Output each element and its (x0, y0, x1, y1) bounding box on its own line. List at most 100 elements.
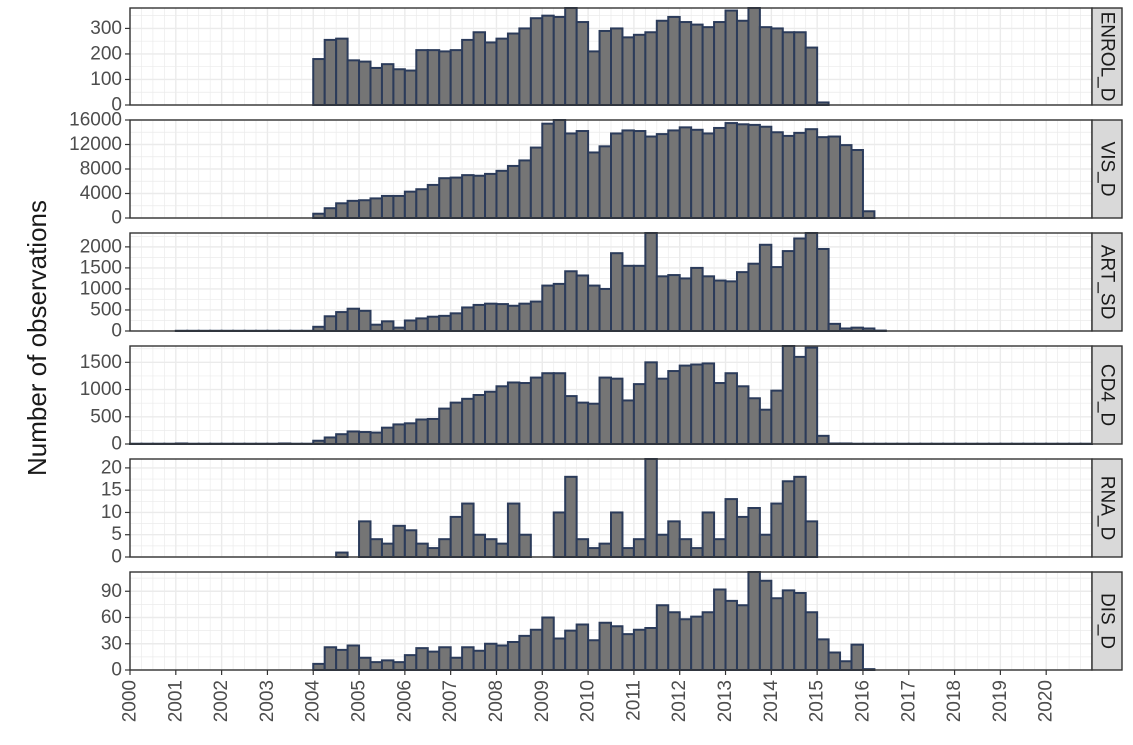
histogram-bar (439, 51, 450, 105)
histogram-bar (371, 662, 382, 670)
histogram-bar (508, 382, 519, 444)
histogram-bar (348, 60, 359, 105)
histogram-bar (748, 125, 759, 218)
histogram-bar (359, 521, 370, 557)
histogram-bar (714, 22, 725, 105)
histogram-bar (588, 286, 599, 331)
histogram-bar (519, 160, 530, 218)
histogram-bar (405, 71, 416, 105)
histogram-bar (726, 123, 737, 218)
histogram-bar (565, 271, 576, 331)
histogram-bar (680, 22, 691, 105)
histogram-bar (668, 17, 679, 105)
histogram-bar (496, 304, 507, 331)
histogram-bar (657, 21, 668, 105)
x-tick-label: 2014 (761, 680, 782, 723)
histogram-bar (645, 233, 656, 331)
histogram-bar (336, 39, 347, 105)
histogram-bar (462, 647, 473, 670)
histogram-bar (748, 572, 759, 670)
histogram-bar (519, 636, 530, 670)
histogram-bar (783, 346, 794, 444)
histogram-bar (451, 313, 462, 331)
histogram-bar (760, 27, 771, 105)
histogram-bar (691, 365, 702, 444)
x-tick-label: 2020 (1036, 680, 1057, 722)
histogram-bar (405, 530, 416, 557)
histogram-bar (508, 642, 519, 670)
histogram-bar (554, 17, 565, 105)
histogram-bar (829, 653, 840, 671)
histogram-bar (806, 348, 817, 444)
histogram-bar (348, 646, 359, 671)
histogram-bar (416, 318, 427, 331)
histogram-bar (794, 32, 805, 105)
histogram-bar (737, 124, 748, 218)
histogram-bar (714, 128, 725, 218)
y-tick-label: 10 (101, 502, 122, 523)
histogram-bar (565, 477, 576, 557)
histogram-bar (657, 605, 668, 670)
histogram-bar (382, 544, 393, 557)
x-tick-label: 2012 (669, 680, 690, 722)
y-tick-label: 60 (101, 607, 122, 628)
histogram-bar (829, 324, 840, 331)
histogram-bar (416, 544, 427, 557)
histogram-bar (622, 634, 633, 670)
histogram-bar (359, 658, 370, 670)
histogram-bar (405, 320, 416, 331)
histogram-bar (622, 400, 633, 444)
histogram-bar (519, 28, 530, 105)
histogram-bar (588, 640, 599, 670)
x-tick-label: 2004 (303, 680, 324, 723)
histogram-bar (451, 517, 462, 557)
histogram-bar (542, 124, 553, 218)
histogram-bar (634, 630, 645, 670)
x-tick-label: 2010 (578, 680, 599, 722)
facet-label: DIS_D (1097, 593, 1118, 649)
x-tick-label: 2017 (898, 680, 919, 722)
histogram-bar (783, 251, 794, 331)
histogram-bar (577, 403, 588, 444)
histogram-bar (485, 392, 496, 444)
histogram-bar (336, 312, 347, 331)
y-tick-label: 200 (90, 43, 122, 64)
histogram-bar (405, 192, 416, 218)
histogram-bar (771, 598, 782, 670)
x-tick-label: 2018 (944, 680, 965, 722)
histogram-bar (313, 59, 324, 105)
histogram-bar (703, 133, 714, 218)
histogram-bar (359, 62, 370, 105)
histogram-bar (668, 521, 679, 557)
histogram-bar (451, 658, 462, 670)
histogram-bar (348, 431, 359, 444)
histogram-bar (783, 481, 794, 557)
histogram-bar (840, 145, 851, 218)
histogram-bar (726, 499, 737, 557)
histogram-bar (783, 590, 794, 670)
histogram-bar (393, 69, 404, 105)
histogram-bar (462, 399, 473, 444)
x-tick-label: 2002 (211, 680, 232, 722)
histogram-bar (508, 166, 519, 218)
histogram-bar (519, 383, 530, 444)
histogram-bar (622, 266, 633, 331)
histogram-bar (554, 284, 565, 331)
histogram-bar (371, 198, 382, 218)
histogram-bar (474, 395, 485, 444)
facet-label: RNA_D (1097, 476, 1118, 540)
histogram-bar (748, 508, 759, 557)
x-tick-label: 2009 (532, 680, 553, 722)
histogram-bar (382, 196, 393, 218)
histogram-bar (542, 286, 553, 331)
histogram-bar (703, 363, 714, 444)
histogram-bar (485, 304, 496, 331)
x-tick-label: 2016 (852, 680, 873, 722)
histogram-bar (496, 646, 507, 671)
histogram-bar (519, 535, 530, 557)
histogram-bar (359, 432, 370, 444)
histogram-bar (554, 639, 565, 671)
histogram-bar (737, 517, 748, 557)
histogram-bar (428, 548, 439, 557)
